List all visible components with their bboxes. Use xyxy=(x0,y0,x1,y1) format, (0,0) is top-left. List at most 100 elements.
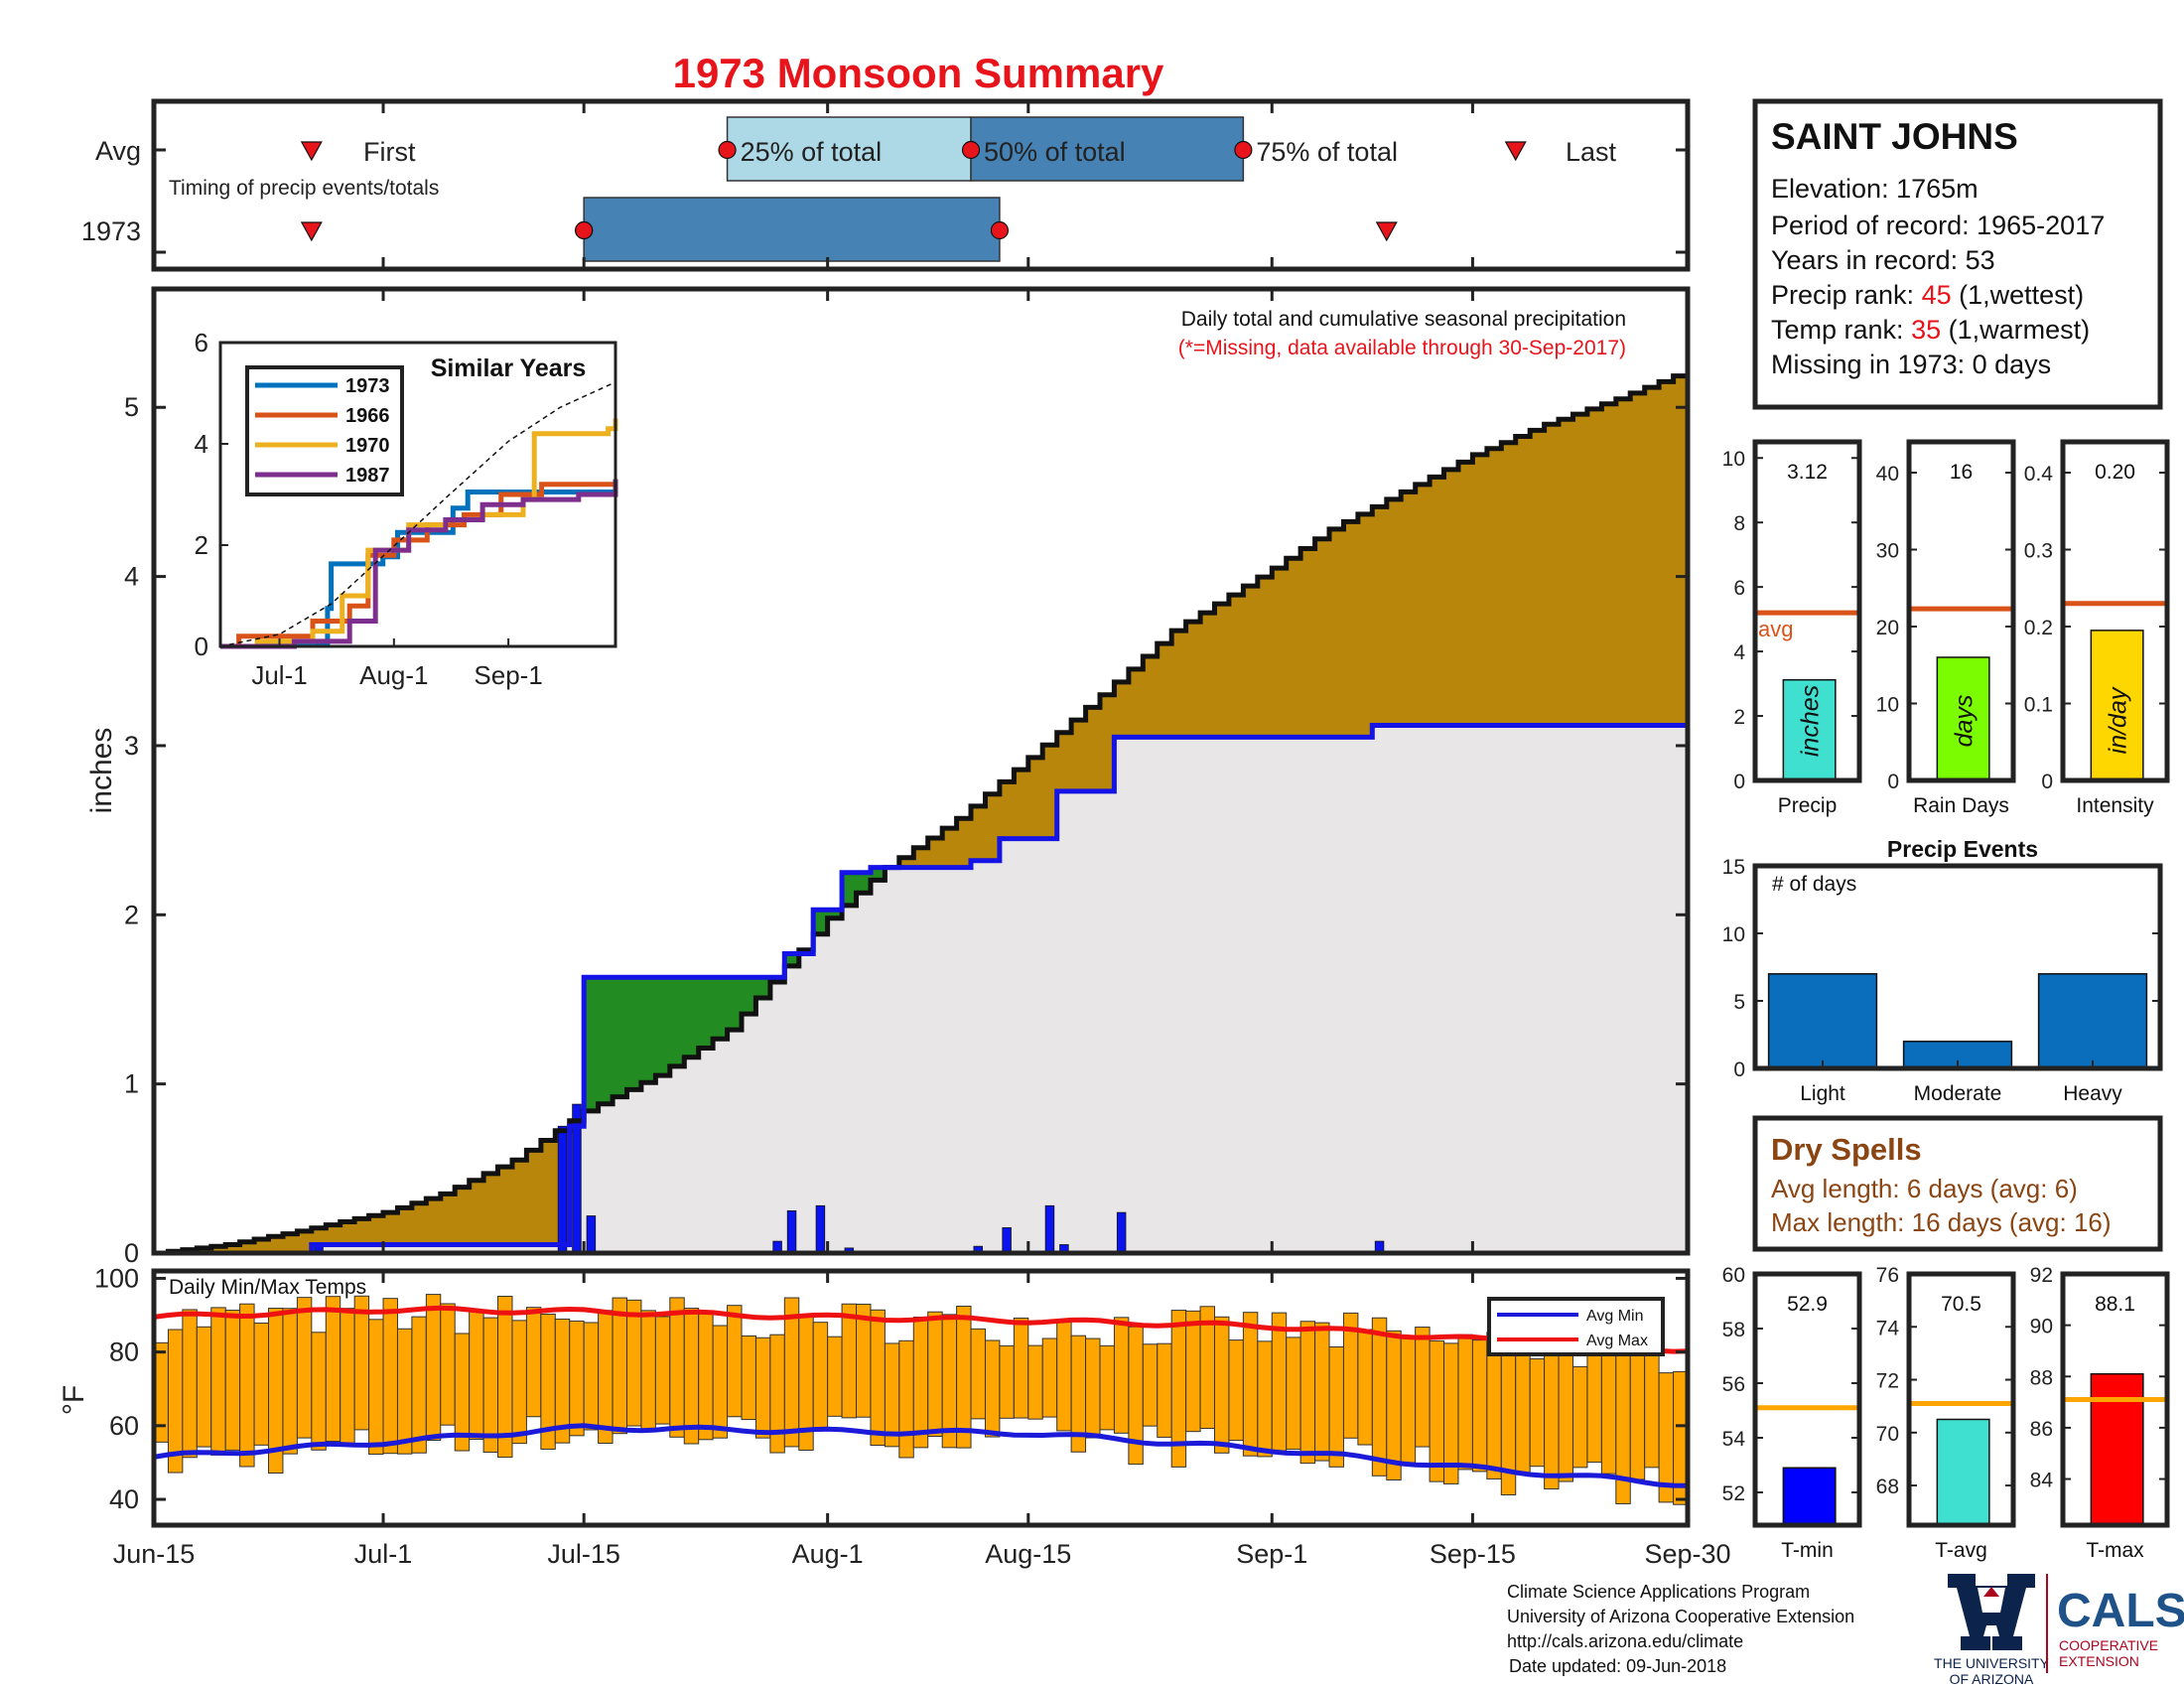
tavg-panel-tick-label: 72 xyxy=(1876,1370,1899,1393)
daily-temp-bar xyxy=(1027,1344,1043,1420)
daily-temp-bar xyxy=(411,1316,427,1454)
daily-temp-bar xyxy=(469,1311,484,1440)
cals-sub-2: EXTENSION xyxy=(2059,1653,2139,1669)
date-axis: Jun-15 Jul-1 Jul-15 Aug-1 Aug-15 Sep-1 Sep-15 S… xyxy=(113,101,1731,1569)
raindays-panel-tick-label: 40 xyxy=(1876,463,1899,486)
daily-temp-bar xyxy=(382,1298,398,1455)
daily-temp-bar xyxy=(941,1314,958,1449)
main-y-tick-label: 2 xyxy=(124,900,139,929)
intensity-panel-label: Intensity xyxy=(2076,794,2154,817)
inset-legend: 1973 1966 1970 1987 xyxy=(255,375,390,487)
main-y-label: inches xyxy=(85,728,118,814)
main-y-tick-label: 1 xyxy=(124,1069,139,1099)
inset-x-tick-label: Aug-1 xyxy=(359,660,428,690)
daily-temp-bar xyxy=(898,1339,914,1459)
ua-text-2: OF ARIZONA xyxy=(1950,1671,2034,1687)
daily-temp-bar xyxy=(984,1339,1001,1438)
year-cumulative-line xyxy=(154,723,1688,1256)
events-category-label: Heavy xyxy=(2063,1082,2122,1105)
inset-average-line xyxy=(219,381,616,647)
daily-temp-bar xyxy=(999,1344,1015,1419)
tmax-panel-tick-label: 86 xyxy=(2030,1418,2053,1441)
first-avg-marker xyxy=(300,141,323,162)
tavg-panel: 68 70 72 74 76 70.5 T-avg xyxy=(1876,1264,2016,1562)
date-tick-label: Aug-1 xyxy=(792,1539,864,1569)
timing-panel: Avg 1973 Timing of precip events/totals … xyxy=(81,98,1691,272)
daily-temp-bar xyxy=(1299,1321,1316,1465)
temp-y-tick-label: 60 xyxy=(109,1411,139,1441)
daily-temp-bar xyxy=(583,1322,600,1431)
avg-quartile-dot xyxy=(1234,140,1253,160)
daily-precip-bar xyxy=(1044,1204,1055,1254)
daily-temp-bar xyxy=(970,1328,986,1420)
last-label: Last xyxy=(1566,137,1617,167)
daily-temp-bar xyxy=(525,1307,542,1418)
daily-temp-bar xyxy=(870,1309,886,1446)
daily-temp-bar xyxy=(884,1342,900,1448)
intensity-panel-frame xyxy=(2060,439,2170,783)
daily-temp-bar xyxy=(1386,1330,1402,1480)
tavg-panel-tick-label: 70 xyxy=(1876,1423,1899,1446)
events-bars: Light Moderate Heavy 0 5 10 15 xyxy=(1722,856,2160,1105)
figure-title: 1973 Monsoon Summary xyxy=(673,50,1164,96)
daily-temp-bar xyxy=(311,1332,327,1451)
temp-y-tick-label: 80 xyxy=(109,1337,139,1367)
precip-panel-tick-label: 6 xyxy=(1733,577,1745,600)
daily-temp-bar xyxy=(1415,1327,1431,1448)
tavg-panel-frame xyxy=(1906,1271,2016,1528)
events-title: Precip Events xyxy=(1887,836,2038,862)
tavg-panel-value: 70.5 xyxy=(1941,1293,1981,1316)
station-missing: Missing in 1973: 0 days xyxy=(1771,350,2051,379)
main-precip-chart: 0 1 2 3 4 5 inches Daily total and cumulative… xyxy=(85,286,1691,1268)
daily-temp-bar xyxy=(253,1322,270,1446)
precip-rank-value: 45 xyxy=(1922,280,1952,310)
daily-temp-bars xyxy=(153,1294,1689,1505)
events-sublabel: # of days xyxy=(1772,873,1856,896)
avg-max-line xyxy=(153,1305,1689,1354)
tmin-panel: 52 54 56 58 60 52.9 T-min xyxy=(1722,1264,1862,1562)
cals-sub-1: COOPERATIVE xyxy=(2059,1637,2158,1653)
inset-line-1987 xyxy=(220,479,618,649)
avg-quartile-25-50-box xyxy=(726,116,972,182)
inset-y-tick-label: 2 xyxy=(195,530,208,560)
intensity-panel: 0 0.1 0.2 0.3 0.4 0.20 in/day Intensity xyxy=(2024,439,2170,817)
daily-temp-bar xyxy=(640,1310,656,1433)
year-cumulative-area xyxy=(154,725,1688,1253)
dry-spells-max: Max length: 16 days (avg: 16) xyxy=(1771,1207,2112,1237)
intensity-panel-tick-label: 0.4 xyxy=(2024,463,2054,486)
first-year-marker xyxy=(300,221,323,242)
inset-y-tick-label: 6 xyxy=(195,328,208,357)
raindays-panel-value: 16 xyxy=(1950,461,1973,484)
station-info-box: SAINT JOHNS Elevation: 1765m Period of r… xyxy=(1752,98,2163,410)
station-years: Years in record: 53 xyxy=(1771,245,1995,275)
daily-temp-bar xyxy=(1157,1342,1172,1438)
tmin-panel-tick-label: 54 xyxy=(1722,1428,1746,1451)
daily-temp-bar xyxy=(1113,1317,1130,1434)
main-note-missing: (*=Missing, data available through 30-Se… xyxy=(1178,337,1626,359)
daily-temp-bar xyxy=(1357,1329,1373,1446)
temp-y-axis: 40 60 80 100 xyxy=(94,1263,1688,1514)
intensity-panel-bar xyxy=(2090,630,2144,781)
events-y-tick-label: 0 xyxy=(1733,1058,1745,1081)
daily-temp-bar xyxy=(1429,1339,1445,1482)
daily-temp-bar xyxy=(1644,1340,1660,1469)
precip-panel-value: 3.12 xyxy=(1787,461,1828,484)
last-avg-marker xyxy=(1504,141,1527,162)
dry-spells-avg: Avg length: 6 days (avg: 6) xyxy=(1771,1174,2078,1203)
date-tick-label: Sep-15 xyxy=(1430,1539,1516,1569)
year-quartile-dot xyxy=(575,220,594,240)
tmin-panel-tick-label: 58 xyxy=(1722,1319,1745,1341)
inset-legend-label: 1970 xyxy=(345,435,390,457)
tavg-panel-tick-label: 74 xyxy=(1876,1317,1900,1339)
daily-temp-bar xyxy=(625,1299,642,1427)
footer-line2: University of Arizona Cooperative Extens… xyxy=(1507,1607,1854,1626)
daily-temp-bar xyxy=(1400,1337,1417,1464)
daily-temp-bar xyxy=(654,1316,671,1425)
precip-panel-tick-label: 2 xyxy=(1733,706,1745,729)
daily-temp-bar xyxy=(1529,1358,1546,1468)
cals-text: CALS xyxy=(2057,1585,2184,1637)
daily-temp-bar xyxy=(1271,1312,1288,1452)
daily-temp-bar xyxy=(956,1305,972,1449)
main-y-tick-label: 5 xyxy=(124,392,139,422)
